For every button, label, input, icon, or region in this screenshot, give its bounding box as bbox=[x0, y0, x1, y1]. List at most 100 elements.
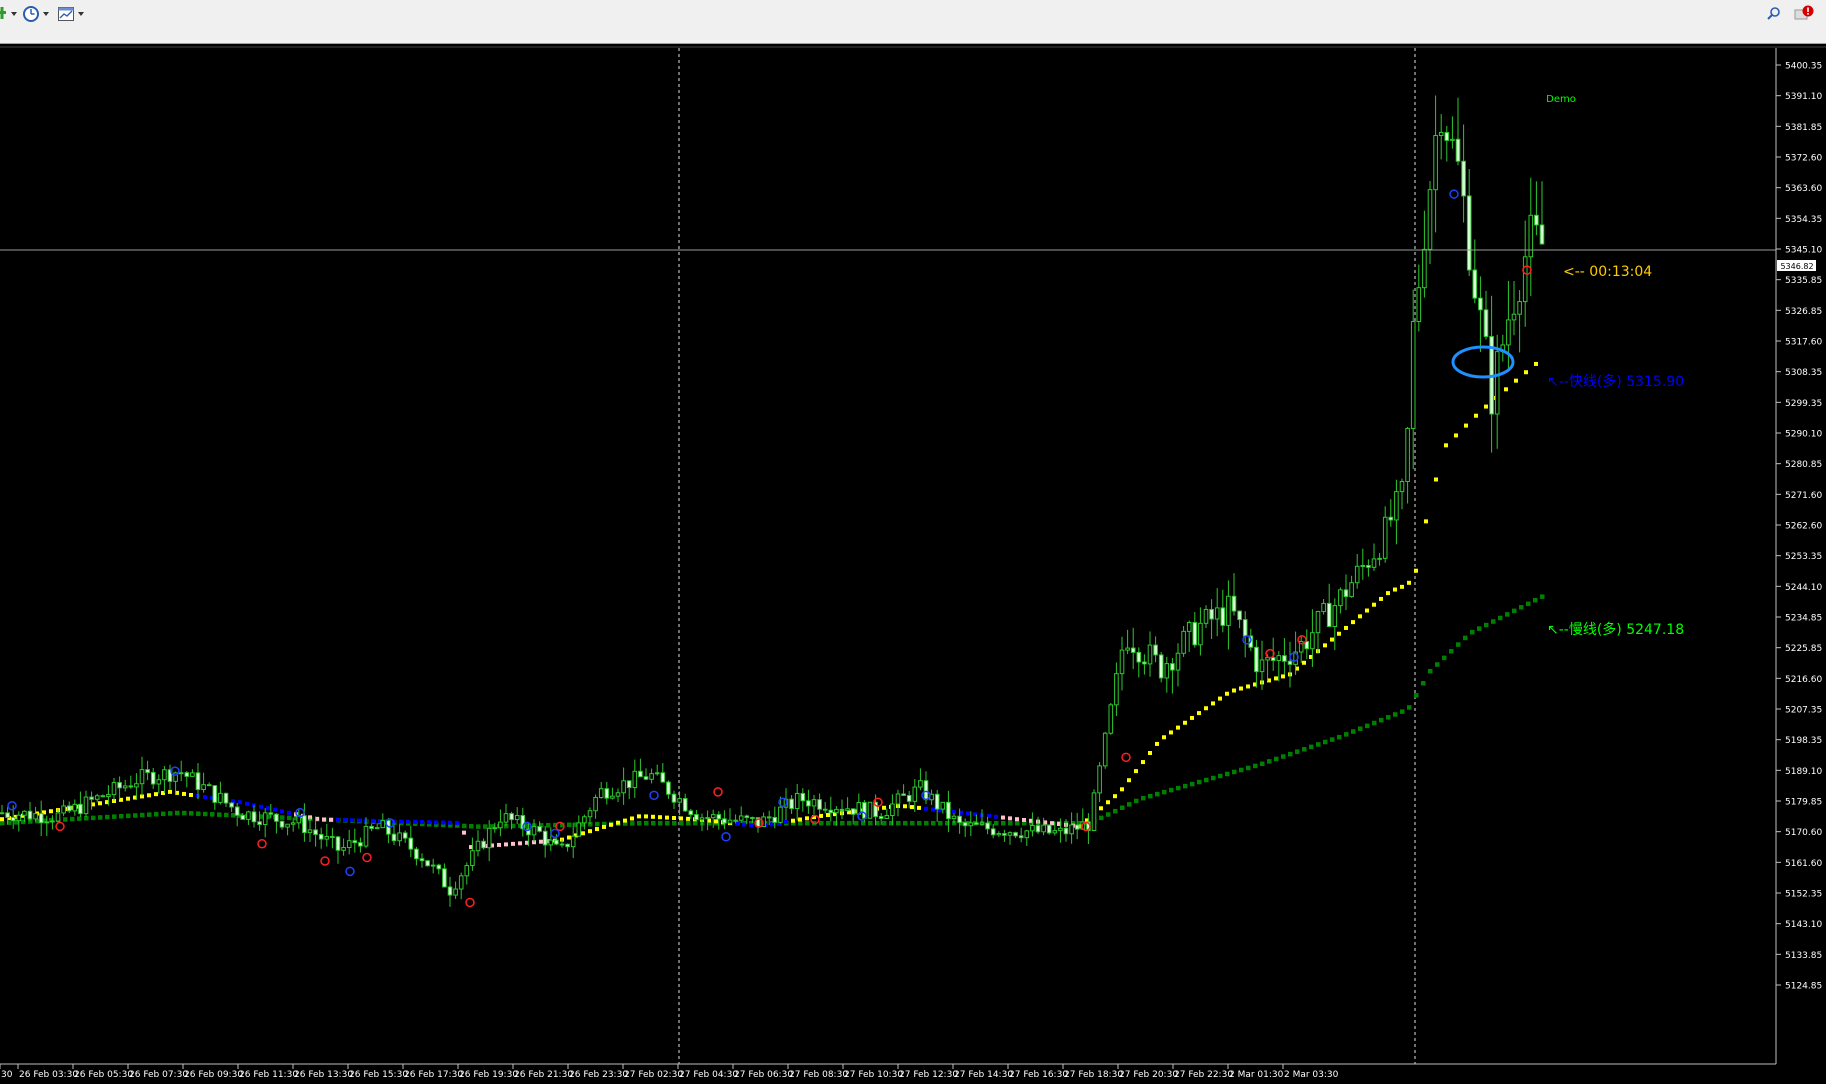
candle-body bbox=[419, 858, 425, 862]
x-tick-label: 26 Feb 21:30 bbox=[514, 1070, 573, 1080]
slow-line-dot bbox=[119, 814, 124, 819]
slow-line-dot bbox=[1400, 709, 1405, 714]
candle-body bbox=[397, 832, 402, 842]
slow-line-dot bbox=[490, 824, 495, 829]
search-icon bbox=[1767, 7, 1780, 20]
candle-body bbox=[1136, 651, 1142, 663]
candle-body bbox=[565, 843, 570, 848]
candle-body bbox=[1287, 660, 1293, 665]
y-tick-label: 5124.85 bbox=[1785, 982, 1822, 992]
slow-line-dot bbox=[693, 820, 698, 826]
fast-line-dot bbox=[707, 818, 711, 823]
candle-body bbox=[621, 780, 626, 794]
candle-body bbox=[576, 822, 582, 837]
fast-line-dot bbox=[595, 827, 599, 832]
fast-line-dot bbox=[1344, 625, 1348, 630]
dropdown-arrow-icon bbox=[43, 12, 49, 16]
fast-line-dot bbox=[497, 842, 501, 847]
chart-template-icon bbox=[58, 7, 74, 21]
candle-body bbox=[1438, 132, 1444, 136]
candle-body bbox=[1444, 132, 1450, 141]
fast-line-dot bbox=[350, 818, 354, 823]
fast-line-dot bbox=[1022, 817, 1026, 822]
candle-body bbox=[671, 793, 677, 803]
slow-line-dot bbox=[1407, 705, 1412, 710]
fast-line-dot bbox=[1218, 696, 1222, 701]
slow-line-dot bbox=[1127, 802, 1132, 807]
candle-body bbox=[1410, 321, 1416, 429]
y-tick-label: 5280.85 bbox=[1785, 460, 1822, 470]
candle-body bbox=[145, 769, 150, 773]
toolbar bbox=[0, 0, 1826, 44]
slow-line-dot bbox=[553, 822, 558, 828]
candle-body bbox=[822, 808, 828, 811]
candle-body bbox=[279, 820, 285, 828]
fast-line-dot bbox=[1323, 643, 1327, 648]
x-tick-label: 27 Feb 18:30 bbox=[1064, 1070, 1123, 1080]
slow-line-dot bbox=[1288, 751, 1293, 757]
slow-line-dot bbox=[1351, 729, 1356, 734]
fast-line-dot bbox=[1001, 815, 1005, 820]
alerts-button[interactable] bbox=[1793, 4, 1815, 24]
slow-line-dot bbox=[182, 810, 187, 816]
slow-line-dot bbox=[630, 821, 635, 826]
price-chart[interactable]: 5400.35 5391.10 5381.85 5372.60 5363.60 5354.… bbox=[0, 48, 1826, 1084]
fast-line-dot bbox=[1169, 730, 1173, 735]
slow-line-dot bbox=[42, 818, 47, 823]
fast-line-dot bbox=[1232, 688, 1236, 693]
slow-line-dot bbox=[49, 818, 54, 823]
chart-top-border bbox=[0, 46, 1826, 48]
slow-line-dot bbox=[1218, 773, 1223, 779]
x-tick-label: 27 Feb 08:30 bbox=[789, 1070, 848, 1080]
fast-line-dot bbox=[322, 817, 326, 822]
candle-body bbox=[688, 810, 694, 816]
fast-line-dot bbox=[98, 801, 102, 806]
new-order-button[interactable] bbox=[0, 4, 17, 24]
template-button[interactable] bbox=[57, 4, 84, 24]
candle-body bbox=[1321, 602, 1326, 613]
slow-line-dot bbox=[658, 820, 663, 826]
slow-line-dot bbox=[1239, 767, 1244, 773]
candle-body bbox=[1007, 832, 1013, 836]
candle-body bbox=[677, 798, 682, 803]
fast-line-dot bbox=[581, 831, 585, 836]
candle-body bbox=[240, 814, 246, 820]
candle-body bbox=[514, 815, 520, 821]
candle-body bbox=[867, 801, 873, 819]
slow-line-dot bbox=[1295, 749, 1300, 754]
slow-line-dot bbox=[749, 820, 754, 826]
fast-line-dot bbox=[1225, 691, 1229, 696]
slow-line-dot bbox=[266, 814, 271, 820]
fast-line-dot bbox=[987, 813, 991, 818]
candle-body bbox=[761, 816, 766, 827]
fast-line-dot bbox=[833, 812, 837, 817]
period-button[interactable] bbox=[22, 4, 49, 24]
candle-body bbox=[850, 808, 856, 815]
candle-body bbox=[1522, 256, 1528, 303]
slow-line-dot bbox=[833, 820, 838, 826]
slow-line-dot bbox=[1442, 655, 1447, 661]
slow-line-dot bbox=[21, 819, 26, 825]
slow-line-dot bbox=[938, 820, 943, 826]
candle-body bbox=[1002, 833, 1007, 836]
candle-body bbox=[1102, 732, 1108, 767]
fast-line-dot bbox=[917, 805, 921, 810]
search-button[interactable] bbox=[1766, 4, 1782, 24]
candle-body bbox=[1494, 351, 1500, 415]
slow-line-dot bbox=[791, 820, 796, 826]
slow-line-dot bbox=[70, 816, 75, 822]
candle-body bbox=[1326, 602, 1332, 628]
slow-line-dot bbox=[168, 811, 173, 816]
slow-line-dot bbox=[1281, 754, 1286, 759]
fast-line-dot bbox=[574, 833, 578, 838]
fast-line-dot bbox=[1302, 660, 1306, 665]
fast-line-dot bbox=[854, 809, 858, 814]
candle-body bbox=[262, 812, 268, 825]
fast-line-dot bbox=[231, 799, 235, 804]
slow-line-dot bbox=[1099, 815, 1104, 821]
candle-body bbox=[27, 810, 33, 820]
slow-line-dot bbox=[1330, 737, 1335, 742]
candle-body bbox=[330, 836, 335, 839]
candle-body bbox=[5, 812, 10, 818]
y-tick-label: 5345.10 bbox=[1785, 246, 1822, 256]
